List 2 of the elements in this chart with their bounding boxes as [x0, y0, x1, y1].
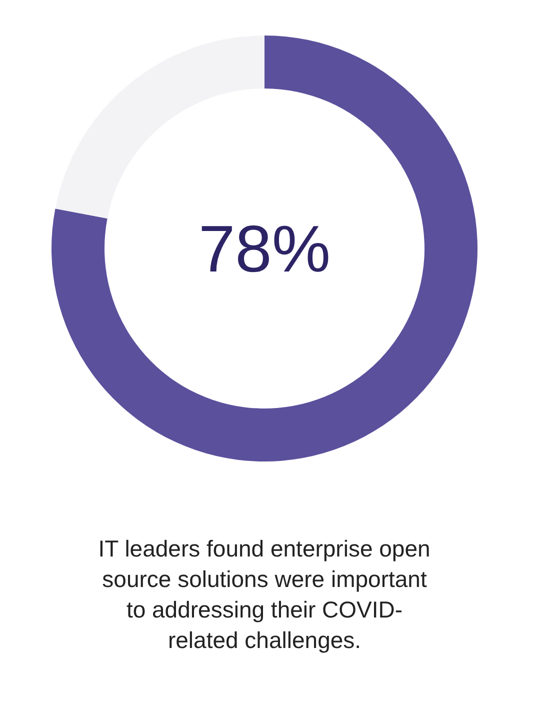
- text: IT leaders found enterprise open source solutions were important to addressing their COVID-related challenges.: [98, 536, 430, 653]
- text: 78%: [198, 212, 331, 286]
